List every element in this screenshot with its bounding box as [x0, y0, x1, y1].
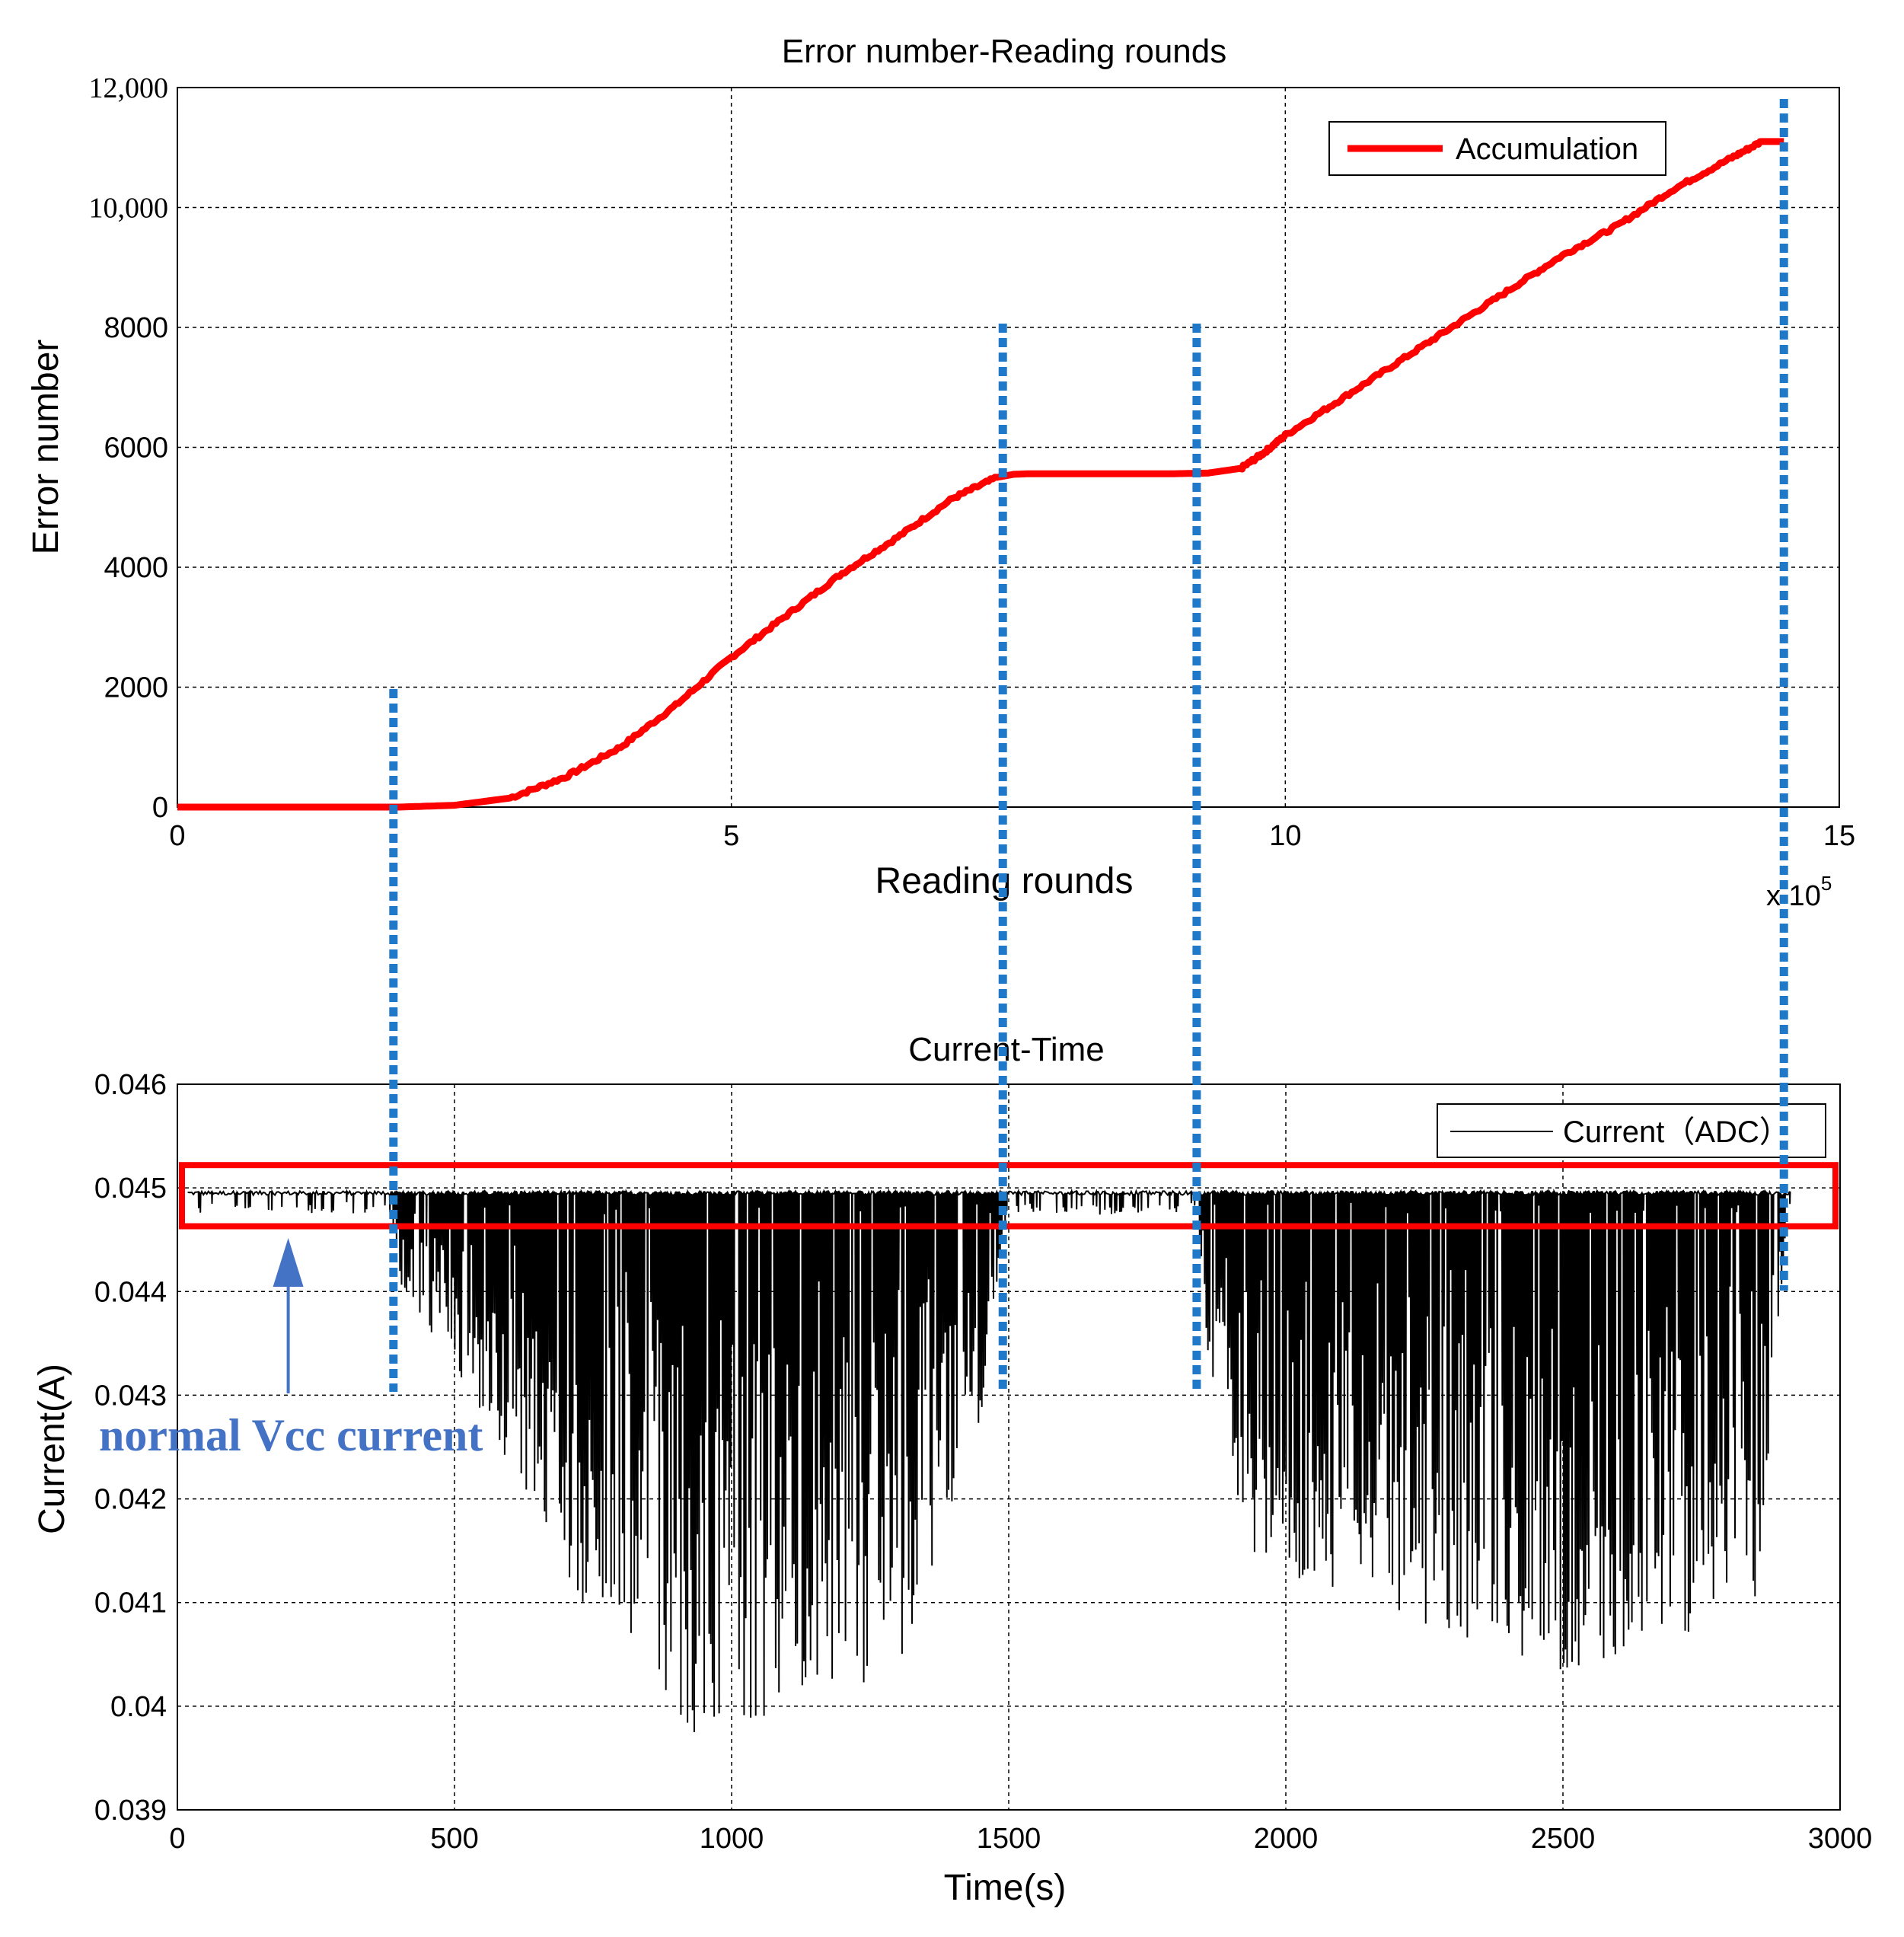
bottom-y-tick-label: 0.04 — [110, 1691, 167, 1723]
bottom-y-tick-label: 0.042 — [94, 1484, 167, 1516]
legend-accumulation-label: Accumulation — [1456, 132, 1638, 166]
bottom-x-tick-label: 0 — [169, 1823, 185, 1855]
x-multiplier-base: x 10 — [1766, 880, 1821, 912]
bottom-x-tick-label: 2000 — [1254, 1823, 1319, 1855]
bottom-y-tick-label: 0.041 — [94, 1588, 167, 1619]
bottom-chart-x-ticks: 0 500 1000 1500 2000 2500 3000 — [169, 1823, 1872, 1855]
bottom-x-tick-label: 3000 — [1808, 1823, 1873, 1855]
bottom-chart-y-label: Current(A) — [32, 1364, 72, 1534]
bottom-y-tick-label: 0.045 — [94, 1173, 167, 1205]
top-chart-x-multiplier: x 105 — [1766, 872, 1832, 912]
bottom-x-tick-label: 500 — [430, 1823, 478, 1855]
x-multiplier-exponent: 5 — [1821, 872, 1832, 895]
current-signal-line — [187, 1188, 1791, 1733]
legend-current-label: Current（ADC） — [1563, 1115, 1790, 1149]
top-x-tick-label: 5 — [723, 820, 739, 852]
top-chart: Error number-Reading rounds 0 2000 4000 600… — [26, 33, 1855, 912]
normal-current-highlight-box — [179, 1162, 1839, 1230]
top-chart-frame — [177, 87, 1840, 808]
bottom-chart-x-label: Time(s) — [944, 1868, 1067, 1908]
top-chart-title: Error number-Reading rounds — [782, 33, 1227, 70]
bottom-y-tick-label: 0.043 — [94, 1380, 167, 1412]
top-chart-grid — [177, 88, 1839, 807]
bottom-chart: Current-Time 0.0390.040.0410.0420.0430.0… — [32, 1031, 1872, 1908]
bottom-y-tick-label: 0.039 — [94, 1795, 167, 1827]
bottom-chart-y-ticks: 0.039 0.04 0.041 0.042 0.043 0.044 0.045 0.046 — [94, 1069, 167, 1827]
phase-marker-lines — [389, 99, 1788, 1392]
top-x-tick-label: 15 — [1823, 820, 1855, 852]
top-y-tick-label: 2000 — [104, 672, 168, 704]
top-y-tick-label: 8000 — [104, 312, 168, 344]
top-chart-legend: Accumulation — [1328, 121, 1666, 176]
top-x-tick-label: 0 — [169, 820, 185, 852]
top-chart-y-ticks: 0 2000 4000 6000 8000 10,000 12,000 — [89, 72, 169, 824]
top-y-tick-label: 6000 — [104, 432, 168, 464]
normal-vcc-annotation: normal Vcc current — [99, 1410, 483, 1460]
top-y-tick-label: 10,000 — [89, 193, 169, 225]
bottom-x-tick-label: 1000 — [700, 1823, 764, 1855]
accumulation-line — [177, 138, 1787, 811]
bottom-x-tick-label: 2500 — [1531, 1823, 1596, 1855]
bottom-chart-legend: Current（ADC） — [1437, 1103, 1826, 1158]
annotation-arrow-head — [273, 1238, 304, 1287]
top-y-tick-label: 12,000 — [89, 72, 169, 104]
top-x-tick-label: 10 — [1269, 820, 1301, 852]
bottom-y-tick-label: 0.046 — [94, 1069, 167, 1101]
top-chart-y-label: Error number — [26, 340, 66, 555]
top-y-tick-label: 4000 — [104, 552, 168, 584]
bottom-x-tick-label: 1500 — [977, 1823, 1041, 1855]
annotation-arrow — [273, 1238, 304, 1393]
bottom-chart-frame — [177, 1083, 1841, 1811]
top-chart-x-ticks: 0 5 10 15 — [169, 820, 1855, 852]
bottom-y-tick-label: 0.044 — [94, 1276, 167, 1308]
top-y-tick-label: 0 — [152, 792, 168, 824]
